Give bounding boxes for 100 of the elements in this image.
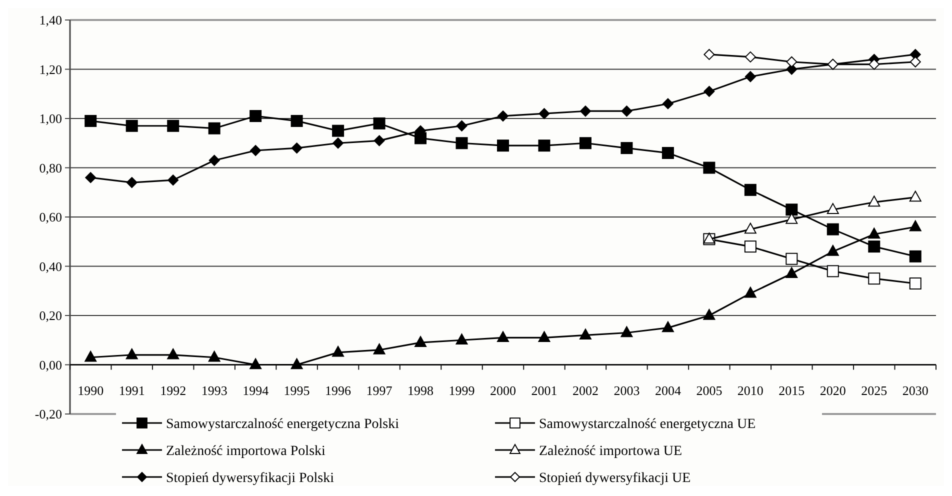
x-tick-label: 1990 xyxy=(78,382,104,398)
x-tick-label: 2030 xyxy=(902,382,928,398)
y-tick-label: 0,60 xyxy=(39,210,62,225)
point xyxy=(250,145,262,156)
point xyxy=(868,240,880,253)
point xyxy=(538,140,550,152)
legend-label: Zależność importowa Polski xyxy=(166,444,326,459)
y-tick-label: 0,40 xyxy=(39,258,62,274)
legend-label: Samowystarczalność energetyczna UE xyxy=(539,416,756,432)
point xyxy=(497,140,509,152)
x-tick-label: 2004 xyxy=(654,382,682,398)
x-tick-label: 1994 xyxy=(242,382,270,398)
x-tick-label: 1992 xyxy=(160,382,186,398)
point xyxy=(580,106,591,117)
point xyxy=(290,358,303,370)
point xyxy=(456,334,468,344)
point xyxy=(332,346,344,357)
x-tick-label: 2002 xyxy=(572,382,598,398)
point xyxy=(704,86,715,97)
x-tick-label: 2020 xyxy=(820,382,846,398)
x-tick-label: 2003 xyxy=(614,382,640,398)
point xyxy=(84,114,97,127)
point xyxy=(621,106,632,117)
point xyxy=(250,110,262,122)
legend-label: Zależność importowa UE xyxy=(539,444,682,459)
point xyxy=(414,336,427,347)
point xyxy=(208,122,220,134)
point xyxy=(620,142,633,154)
point xyxy=(868,228,880,239)
point xyxy=(909,277,922,290)
point xyxy=(703,162,716,174)
point xyxy=(786,56,798,68)
x-tick-label: 2010 xyxy=(737,382,764,398)
point xyxy=(374,135,385,146)
point xyxy=(497,331,509,342)
point xyxy=(909,250,922,262)
point xyxy=(620,326,633,338)
point xyxy=(826,223,839,236)
y-tick-label: 0,00 xyxy=(39,357,62,372)
point xyxy=(126,177,138,188)
point xyxy=(290,114,303,127)
point xyxy=(167,120,180,132)
y-tick-label: -0,20 xyxy=(34,406,62,422)
point xyxy=(868,272,880,285)
point xyxy=(168,174,179,186)
point xyxy=(744,222,756,234)
point xyxy=(538,108,550,120)
x-tick-label: 2025 xyxy=(861,382,888,398)
x-tick-label: 1991 xyxy=(118,382,145,398)
point xyxy=(786,204,798,216)
point xyxy=(250,358,262,370)
point xyxy=(786,267,798,278)
x-tick-label: 1996 xyxy=(325,382,352,398)
point xyxy=(744,240,756,253)
point xyxy=(744,286,756,298)
point xyxy=(208,350,220,362)
point xyxy=(332,124,344,137)
x-tick-label: 1999 xyxy=(448,382,475,398)
point xyxy=(456,137,468,150)
point xyxy=(744,51,756,62)
point xyxy=(909,220,922,232)
x-tick-label: 1995 xyxy=(284,382,310,398)
point xyxy=(167,348,180,360)
point xyxy=(744,71,756,82)
point xyxy=(909,190,922,202)
x-tick-label: 1993 xyxy=(201,382,228,398)
point xyxy=(538,331,550,342)
legend-label: Stopień dywersyfikacji UE xyxy=(539,470,691,486)
point xyxy=(332,138,344,149)
point xyxy=(786,252,798,265)
x-tick-label: 2005 xyxy=(696,382,722,398)
x-tick-label: 2000 xyxy=(490,382,516,398)
point xyxy=(208,154,220,166)
point xyxy=(85,172,96,184)
x-tick-label: 2015 xyxy=(778,382,805,398)
point xyxy=(662,146,674,159)
point xyxy=(868,58,880,70)
point xyxy=(744,184,756,196)
point xyxy=(126,348,138,360)
point xyxy=(373,117,386,130)
point xyxy=(456,120,468,132)
point xyxy=(826,265,839,278)
point xyxy=(579,137,592,150)
point xyxy=(662,98,674,110)
point xyxy=(373,343,386,354)
x-tick-label: 1997 xyxy=(366,382,393,398)
x-tick-label: 1998 xyxy=(408,382,434,398)
point xyxy=(126,120,138,132)
point xyxy=(868,196,880,207)
y-tick-label: 1,20 xyxy=(39,62,62,77)
point xyxy=(84,350,97,362)
y-tick-label: 0,80 xyxy=(39,160,62,176)
point xyxy=(579,328,592,340)
point xyxy=(498,110,508,122)
point xyxy=(704,48,715,60)
point xyxy=(826,244,839,256)
y-tick-label: 1,40 xyxy=(39,12,62,28)
legend-label: Samowystarczalność energetyczna Polski xyxy=(166,416,400,432)
legend-label: Stopień dywersyfikacji Polski xyxy=(166,470,334,486)
point xyxy=(826,203,839,214)
